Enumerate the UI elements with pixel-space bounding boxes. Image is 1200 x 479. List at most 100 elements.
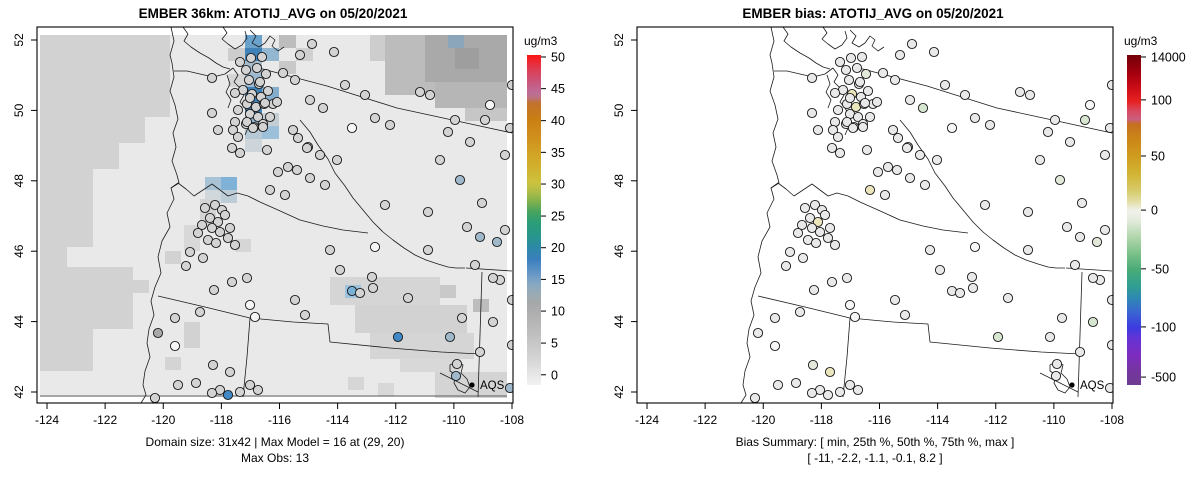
station-dot: [222, 389, 234, 401]
colorbar-tick-label: 35: [551, 146, 565, 160]
station-dot: [319, 179, 331, 191]
station-dot: [314, 149, 326, 161]
station-dot: [1049, 114, 1061, 126]
station-dot: [422, 206, 434, 218]
map-border-line: [740, 27, 780, 403]
station-dot: [169, 340, 181, 352]
station-dot: [414, 86, 426, 98]
station-dot: [444, 331, 456, 343]
station-dot: [204, 212, 216, 224]
station-dot: [939, 79, 951, 91]
raster-cell: [435, 82, 507, 108]
station-dot: [1051, 358, 1063, 370]
station-dot: [796, 219, 808, 231]
station-dot: [247, 122, 259, 134]
axis-ticks: -124 -122 -120 -118 -116 -114 -112 -110 -108 52 50…: [612, 33, 1124, 427]
colorbar-tick-label: 0: [551, 368, 558, 382]
aqs-legend: AQS: [469, 380, 505, 392]
x-tick-label: -114: [326, 413, 349, 427]
station-dot: [843, 74, 855, 86]
station-dot: [969, 241, 981, 253]
caption-line-2: [ -11, -2.2, -1.1, -0.1, 8.2 ]: [807, 451, 942, 465]
station-dot: [334, 264, 346, 276]
station-dot: [812, 124, 824, 136]
y-tick-label: 48: [612, 174, 626, 188]
bias-panel: EMBER bias: ATOTIJ_AVG on 05/20/2021 -12…: [612, 6, 1186, 465]
station-dot: [904, 94, 916, 106]
station-dot: [328, 46, 340, 58]
station-dot: [262, 85, 274, 97]
station-dot: [772, 379, 784, 391]
station-dot: [808, 284, 820, 296]
station-dot: [324, 244, 336, 256]
station-dot: [234, 147, 246, 159]
station-dot: [797, 252, 809, 264]
plot-box: [636, 26, 1114, 404]
raster-cell: [400, 359, 460, 372]
station-dot: [917, 102, 929, 114]
station-dot: [806, 72, 818, 84]
station-dot: [894, 49, 906, 61]
station-dot: [222, 232, 234, 244]
station-dot: [954, 287, 966, 299]
station-dot: [946, 122, 958, 134]
station-dot: [287, 124, 299, 136]
station-dot: [212, 124, 224, 136]
raster-cell: [40, 169, 93, 247]
station-dot: [226, 276, 238, 288]
station-dot: [810, 237, 822, 249]
raster-cell: [133, 280, 149, 293]
station-dot: [289, 74, 301, 86]
map-border-line: [258, 67, 513, 134]
station-dot: [277, 67, 289, 79]
station-dot: [826, 276, 838, 288]
raster-cell: [40, 143, 119, 169]
station-dot: [882, 161, 894, 173]
station-dot: [799, 202, 811, 214]
station-dot: [254, 76, 266, 88]
station-dot: [449, 114, 461, 126]
station-dot: [814, 226, 826, 238]
station-dot: [1034, 154, 1046, 166]
raster-cell: [348, 377, 364, 390]
station-dot: [822, 232, 834, 244]
x-tick-label: -118: [810, 413, 833, 427]
station-dot: [499, 149, 511, 161]
station-dot: [450, 370, 462, 382]
colorbar-tick-label: 15: [551, 273, 565, 287]
station-dot: [807, 359, 819, 371]
station-dot: [1106, 79, 1113, 91]
station-dot: [210, 237, 222, 249]
station-dot: [476, 197, 488, 209]
station-dot: [841, 272, 853, 284]
x-tick-label: -108: [1100, 413, 1124, 427]
station-dot: [244, 92, 256, 104]
station-dot: [301, 142, 313, 154]
station-dot: [752, 327, 764, 339]
raster-cell: [448, 35, 464, 48]
station-dot: [892, 132, 904, 144]
map-border-line: [757, 295, 1081, 355]
station-dot: [172, 379, 184, 391]
colorbar-tick-label: 45: [551, 82, 565, 96]
station-dot: [780, 260, 792, 272]
station-dot: [1074, 231, 1086, 243]
station-dot: [826, 142, 838, 154]
station-dot: [359, 89, 371, 101]
station-dot: [864, 111, 876, 123]
station-dot: [369, 241, 381, 253]
station-dot: [859, 97, 871, 109]
raster-cell: [184, 322, 200, 348]
station-dot: [827, 124, 839, 136]
raster-cell: [40, 329, 93, 371]
station-dot: [1044, 331, 1056, 343]
raster-cell: [40, 35, 170, 117]
raster-cell: [455, 48, 479, 69]
station-dot: [197, 252, 209, 264]
station-dot: [1099, 149, 1111, 161]
station-dot: [169, 312, 181, 324]
station-dot: [966, 271, 978, 283]
axis-ticks: -124 -122 -120 -118 -116 -114 -112 -110 -108 52 50…: [12, 33, 524, 427]
station-dot: [206, 387, 218, 399]
x-tick-label: -118: [210, 413, 233, 427]
